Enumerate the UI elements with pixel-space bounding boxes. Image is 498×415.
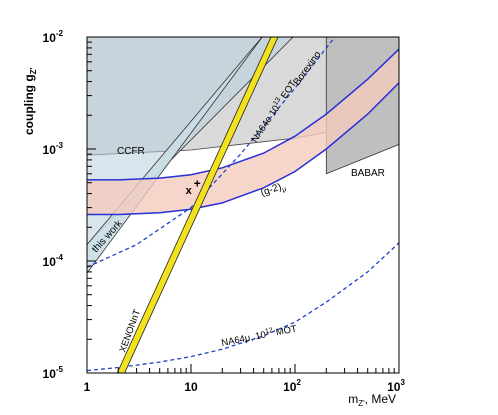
- x-tick-label: 103: [387, 378, 405, 394]
- na64mu-label-exponent: 12: [265, 327, 274, 335]
- x-tick-label-exponent: 3: [400, 378, 405, 387]
- x-tick-label: 10: [184, 380, 198, 394]
- na64mu-limit-line: [87, 242, 399, 372]
- x-tick-label-base: 10: [283, 380, 297, 394]
- y-axis-label-subscript: Z': [29, 67, 38, 74]
- na64e-label-exponent: 13: [272, 96, 282, 106]
- y-axis: 10-510-410-310-2: [43, 29, 96, 381]
- g-2-band-lower-edge: [87, 82, 399, 216]
- plot-frame: [86, 36, 400, 374]
- x-axis-label: mZ', MeV: [348, 392, 396, 408]
- x-tick-label: 1: [84, 380, 91, 394]
- y-tick-label-base: 10: [43, 367, 57, 381]
- na64mu-label: NA64μ, 1012 MOT: [220, 323, 298, 349]
- y-tick-label-exponent: -2: [56, 29, 64, 38]
- g-2-band-upper-edge: [87, 48, 399, 181]
- marker-plus: +: [194, 177, 201, 191]
- g-2-band: [87, 49, 399, 215]
- x-axis-label-main: m: [348, 392, 358, 406]
- na64mu-label-tail: MOT: [272, 323, 298, 338]
- ccfr-label: CCFR: [117, 146, 145, 157]
- xenonnt-band: [116, 37, 279, 373]
- x-tick-label-exponent: 2: [296, 378, 301, 387]
- y-tick-label-base: 10: [43, 143, 57, 157]
- na64mu-label-text: NA64μ, 10: [220, 330, 266, 349]
- y-tick-label: 10-4: [43, 253, 64, 269]
- babar-label: BABAR: [351, 168, 385, 179]
- y-tick-label-exponent: -4: [56, 253, 64, 262]
- y-axis-label-main: coupling g: [22, 74, 36, 135]
- marker-x: x: [186, 185, 193, 197]
- na64e-limit-line: [87, 37, 336, 268]
- x-axis-label-subscript: Z': [358, 399, 365, 408]
- y-tick-label-base: 10: [43, 31, 57, 45]
- y-tick-label: 10-5: [43, 365, 64, 381]
- y-tick-label-base: 10: [43, 255, 57, 269]
- x-axis: 1 10 102 103: [84, 364, 405, 394]
- x-tick-label-base: 10: [387, 380, 401, 394]
- y-tick-label-exponent: -3: [56, 141, 64, 150]
- y-axis-label: coupling gZ': [22, 67, 38, 135]
- y-tick-label-exponent: -5: [56, 365, 64, 374]
- g-2-label-subscript: μ: [281, 186, 287, 194]
- plot-area: x +: [87, 37, 399, 373]
- y-tick-label: 10-3: [43, 141, 64, 157]
- y-tick-label: 10-2: [43, 29, 64, 45]
- x-tick-label-base: 10: [184, 380, 198, 394]
- x-tick-label: 102: [283, 378, 301, 394]
- x-tick-label-base: 1: [84, 380, 91, 394]
- x-axis-label-tail: , MeV: [365, 392, 396, 406]
